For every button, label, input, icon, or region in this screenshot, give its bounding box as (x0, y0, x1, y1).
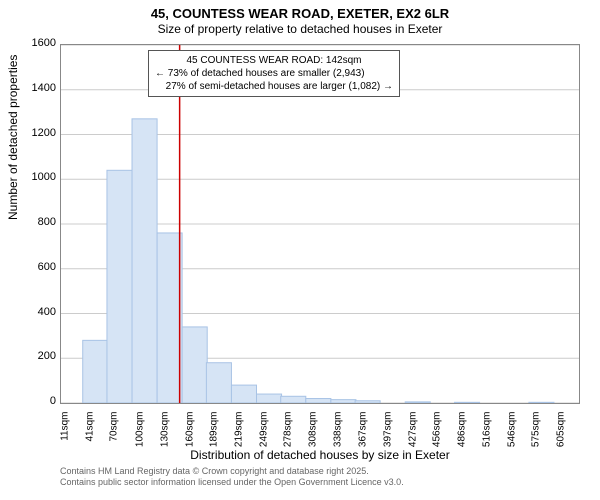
x-axis-label: Distribution of detached houses by size … (60, 448, 580, 462)
annotation-box: 45 COUNTESS WEAR ROAD: 142sqm ← 73% of d… (148, 50, 400, 97)
histogram-bar (331, 400, 356, 403)
annotation-line-1: 45 COUNTESS WEAR ROAD: 142sqm (155, 54, 393, 67)
histogram-bar (306, 399, 331, 403)
footer-line-2: Contains public sector information licen… (60, 477, 404, 488)
y-tick-label: 200 (16, 350, 56, 362)
histogram-bar (405, 402, 430, 403)
annotation-line-3: 27% of semi-detached houses are larger (… (155, 80, 393, 93)
histogram-bar (455, 402, 480, 403)
y-tick-label: 1400 (16, 82, 56, 94)
chart-container: 45, COUNTESS WEAR ROAD, EXETER, EX2 6LR … (0, 0, 600, 500)
histogram-bar (206, 363, 231, 403)
chart-svg (61, 45, 579, 403)
plot-area (60, 44, 580, 404)
y-tick-label: 800 (16, 216, 56, 228)
y-tick-label: 1600 (16, 37, 56, 49)
annotation-line-2: ← 73% of detached houses are smaller (2,… (155, 67, 393, 80)
bars-group (83, 119, 554, 403)
y-tick-label: 600 (16, 261, 56, 273)
histogram-bar (231, 385, 256, 403)
y-tick-label: 0 (16, 395, 56, 407)
histogram-bar (355, 401, 380, 403)
histogram-bar (83, 340, 108, 403)
histogram-bar (107, 170, 132, 403)
histogram-bar (132, 119, 157, 403)
chart-footer: Contains HM Land Registry data © Crown c… (60, 466, 404, 489)
chart-title-main: 45, COUNTESS WEAR ROAD, EXETER, EX2 6LR (0, 6, 600, 21)
histogram-bar (281, 396, 306, 403)
histogram-bar (529, 402, 554, 403)
y-tick-label: 400 (16, 306, 56, 318)
footer-line-1: Contains HM Land Registry data © Crown c… (60, 466, 404, 477)
histogram-bar (182, 327, 207, 403)
histogram-bar (157, 233, 182, 403)
y-tick-label: 1000 (16, 171, 56, 183)
chart-title-sub: Size of property relative to detached ho… (0, 22, 600, 36)
histogram-bar (257, 394, 282, 403)
y-tick-label: 1200 (16, 127, 56, 139)
